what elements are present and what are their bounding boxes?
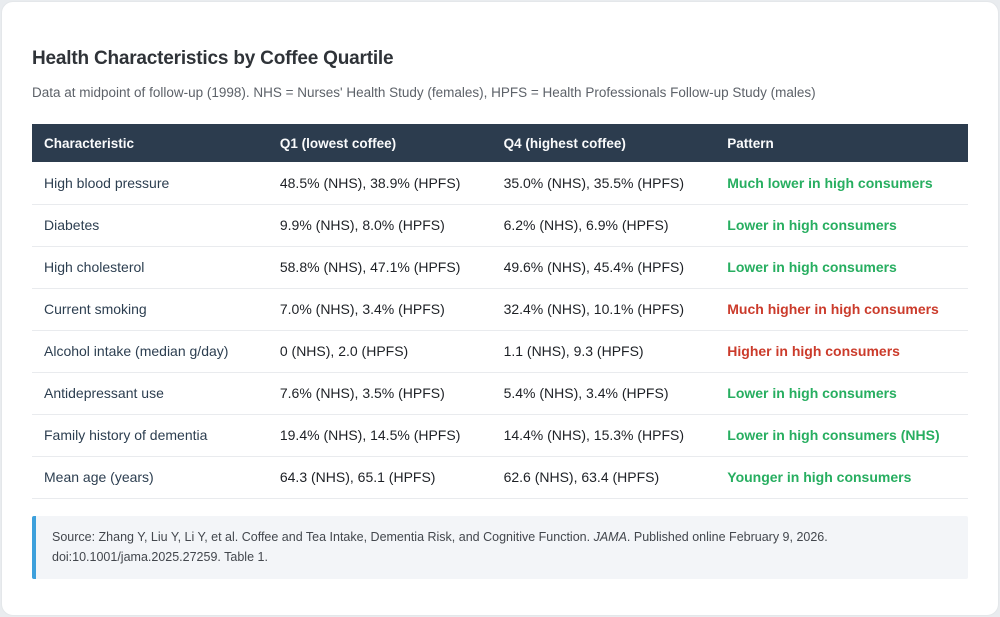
- q1-value-cell: 7.6% (NHS), 3.5% (HPFS): [267, 372, 492, 415]
- table-row: High cholesterol 58.8% (NHS), 47.1% (HPF…: [32, 246, 968, 289]
- pattern-cell: Lower in high consumers: [715, 246, 968, 289]
- q4-value-cell: 5.4% (NHS), 3.4% (HPFS): [491, 372, 716, 415]
- q1-value-cell: 0 (NHS), 2.0 (HPFS): [267, 330, 492, 373]
- table-row: Current smoking 7.0% (NHS), 3.4% (HPFS) …: [32, 288, 968, 331]
- q4-value-cell: 49.6% (NHS), 45.4% (HPFS): [491, 246, 716, 289]
- q4-value-cell: 32.4% (NHS), 10.1% (HPFS): [491, 288, 716, 331]
- q1-value-cell: 7.0% (NHS), 3.4% (HPFS): [267, 288, 492, 331]
- journal-name: JAMA: [593, 529, 627, 544]
- table-row: Mean age (years) 64.3 (NHS), 65.1 (HPFS)…: [32, 456, 968, 499]
- q4-value-cell: 14.4% (NHS), 15.3% (HPFS): [491, 414, 716, 457]
- q4-value-cell: 1.1 (NHS), 9.3 (HPFS): [491, 330, 716, 373]
- q4-value-cell: 6.2% (NHS), 6.9% (HPFS): [491, 204, 716, 247]
- characteristic-cell: High cholesterol: [32, 246, 268, 289]
- table-row: Antidepressant use 7.6% (NHS), 3.5% (HPF…: [32, 372, 968, 415]
- pattern-cell: Higher in high consumers: [715, 330, 968, 373]
- table-row: Diabetes 9.9% (NHS), 8.0% (HPFS) 6.2% (N…: [32, 204, 968, 247]
- q1-value-cell: 48.5% (NHS), 38.9% (HPFS): [267, 162, 492, 205]
- health-characteristics-table: Characteristic Q1 (lowest coffee) Q4 (hi…: [32, 124, 968, 499]
- source-note: Source: Zhang Y, Liu Y, Li Y, et al. Cof…: [32, 515, 968, 579]
- q1-value-cell: 9.9% (NHS), 8.0% (HPFS): [267, 204, 492, 247]
- source-note-suffix: . Published online February 9, 2026. doi…: [52, 529, 828, 564]
- column-header-q4: Q4 (highest coffee): [491, 124, 716, 162]
- source-note-text: Source: Zhang Y, Liu Y, Li Y, et al. Cof…: [52, 529, 594, 544]
- pattern-cell: Much higher in high consumers: [715, 288, 968, 331]
- page-title: Health Characteristics by Coffee Quartil…: [32, 48, 394, 69]
- column-header-q1: Q1 (lowest coffee): [267, 124, 492, 162]
- characteristic-cell: Family history of dementia: [32, 414, 268, 457]
- table-header-row: Characteristic Q1 (lowest coffee) Q4 (hi…: [32, 124, 968, 162]
- pattern-cell: Younger in high consumers: [715, 456, 968, 499]
- table-row: Alcohol intake (median g/day) 0 (NHS), 2…: [32, 330, 968, 373]
- column-header-pattern: Pattern: [715, 124, 968, 162]
- characteristic-cell: Alcohol intake (median g/day): [32, 330, 268, 373]
- characteristic-cell: Mean age (years): [32, 456, 268, 499]
- q1-value-cell: 19.4% (NHS), 14.5% (HPFS): [267, 414, 492, 457]
- pattern-cell: Lower in high consumers (NHS): [715, 414, 968, 457]
- characteristic-cell: Antidepressant use: [32, 372, 268, 415]
- pattern-cell: Much lower in high consumers: [715, 162, 968, 205]
- table-row: High blood pressure 48.5% (NHS), 38.9% (…: [32, 162, 968, 205]
- q1-value-cell: 64.3 (NHS), 65.1 (HPFS): [267, 456, 492, 499]
- q4-value-cell: 35.0% (NHS), 35.5% (HPFS): [491, 162, 716, 205]
- table-body: High blood pressure 48.5% (NHS), 38.9% (…: [32, 162, 968, 499]
- pattern-cell: Lower in high consumers: [715, 204, 968, 247]
- q4-value-cell: 62.6 (NHS), 63.4 (HPFS): [491, 456, 716, 499]
- q1-value-cell: 58.8% (NHS), 47.1% (HPFS): [267, 246, 492, 289]
- characteristic-cell: High blood pressure: [32, 162, 268, 205]
- page-subtitle: Data at midpoint of follow-up (1998). NH…: [32, 85, 816, 100]
- characteristic-cell: Current smoking: [32, 288, 268, 331]
- table-row: Family history of dementia 19.4% (NHS), …: [32, 414, 968, 457]
- characteristic-cell: Diabetes: [32, 204, 268, 247]
- column-header-characteristic: Characteristic: [32, 124, 268, 162]
- pattern-cell: Lower in high consumers: [715, 372, 968, 415]
